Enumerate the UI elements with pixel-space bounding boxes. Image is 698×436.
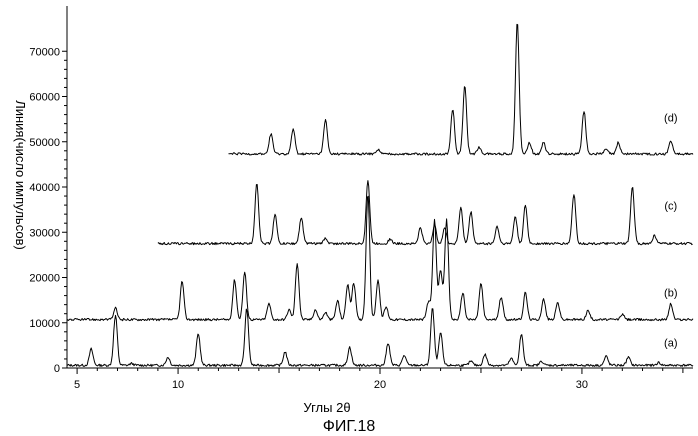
y-tick-label: 10000: [29, 318, 60, 330]
series-trace-a: [67, 309, 693, 367]
y-tick-label: 50000: [29, 137, 60, 149]
x-tick-label: 20: [374, 379, 386, 391]
series-trace-b: [67, 196, 693, 320]
y-tick-label: 70000: [29, 46, 60, 58]
y-axis-title: Линия(число импульсов): [13, 100, 28, 250]
series-label-d: (d): [664, 112, 677, 124]
x-axis-title: Углы 2θ: [303, 400, 350, 415]
axis-ticks: 0 10000 20000 30000 40000 50000 60000 70000 5 10 2…: [29, 46, 682, 391]
series-label-c: (c): [664, 201, 677, 213]
y-tick-label: 60000: [29, 92, 60, 104]
y-tick-label: 0: [54, 363, 60, 375]
y-tick-label: 40000: [29, 182, 60, 194]
traces-group: [67, 24, 693, 366]
series-trace-d: [229, 24, 694, 155]
x-tick-label: 30: [576, 379, 588, 391]
series-trace-c: [158, 181, 693, 245]
y-tick-label: 20000: [29, 273, 60, 285]
series-label-a: (a): [664, 337, 677, 349]
figure-caption: ФИГ.18: [323, 418, 376, 435]
y-tick-label: 30000: [29, 227, 60, 239]
series-labels: (a) (b) (c) (d): [664, 112, 677, 349]
x-tick-label: 10: [172, 379, 184, 391]
series-label-b: (b): [664, 288, 677, 300]
x-tick-label: 5: [74, 379, 80, 391]
